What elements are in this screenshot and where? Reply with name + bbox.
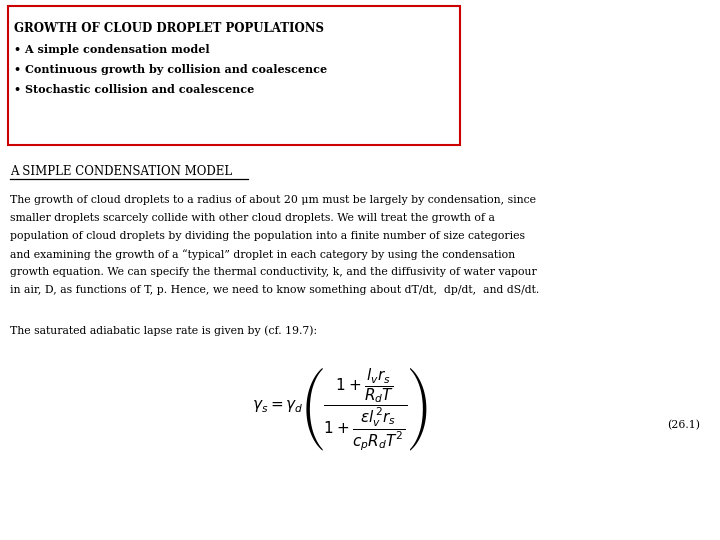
Text: • A simple condensation model: • A simple condensation model — [14, 44, 210, 55]
Text: A SIMPLE CONDENSATION MODEL: A SIMPLE CONDENSATION MODEL — [10, 165, 232, 178]
Text: population of cloud droplets by dividing the population into a finite number of : population of cloud droplets by dividing… — [10, 231, 525, 241]
Text: and examining the growth of a “typical” droplet in each category by using the co: and examining the growth of a “typical” … — [10, 249, 515, 260]
Text: $\gamma_s = \gamma_d \left( \dfrac{1 + \dfrac{l_v r_s}{R_d T}}{1 + \dfrac{\varep: $\gamma_s = \gamma_d \left( \dfrac{1 + \… — [252, 365, 428, 453]
Bar — [8, 6, 460, 145]
Text: smaller droplets scarcely collide with other cloud droplets. We will treat the g: smaller droplets scarcely collide with o… — [10, 213, 495, 223]
Text: • Continuous growth by collision and coalescence: • Continuous growth by collision and coa… — [14, 64, 327, 75]
Text: in air, D, as functions of T, p. Hence, we need to know something about dT/dt,  : in air, D, as functions of T, p. Hence, … — [10, 285, 539, 295]
Text: • Stochastic collision and coalescence: • Stochastic collision and coalescence — [14, 84, 254, 95]
Text: GROWTH OF CLOUD DROPLET POPULATIONS: GROWTH OF CLOUD DROPLET POPULATIONS — [14, 22, 324, 35]
Text: growth equation. We can specify the thermal conductivity, k, and the diffusivity: growth equation. We can specify the ther… — [10, 267, 536, 277]
Text: (26.1): (26.1) — [667, 420, 700, 430]
Text: The growth of cloud droplets to a radius of about 20 μm must be largely by conde: The growth of cloud droplets to a radius… — [10, 195, 536, 205]
Text: The saturated adiabatic lapse rate is given by (cf. 19.7):: The saturated adiabatic lapse rate is gi… — [10, 325, 317, 335]
